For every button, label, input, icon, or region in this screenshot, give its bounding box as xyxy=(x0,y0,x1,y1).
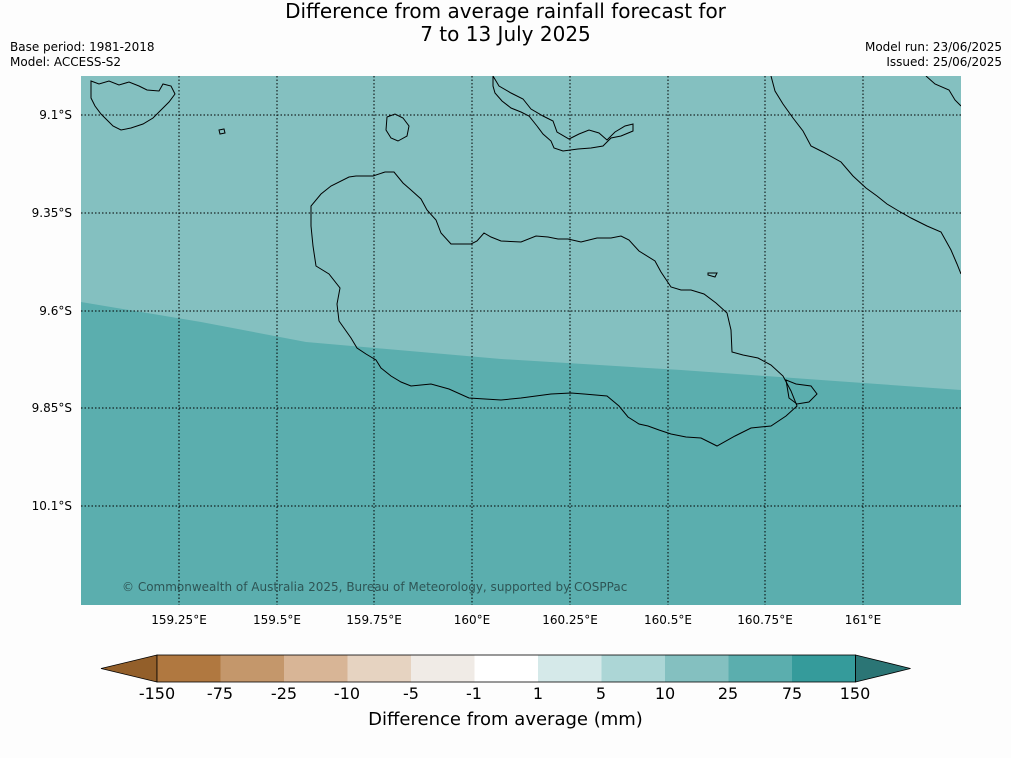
small-islet-east xyxy=(707,272,718,278)
colorbar-extend-low xyxy=(100,654,158,683)
lon-label: 159.25°E xyxy=(151,613,207,627)
lon-label: 160.75°E xyxy=(737,613,793,627)
colorbar-swatch xyxy=(220,655,284,682)
colorbar-tick: -25 xyxy=(270,684,298,703)
lat-label: 9.85°S xyxy=(31,401,72,415)
title-line-2: 7 to 13 July 2025 xyxy=(420,22,591,46)
colorbar-swatch xyxy=(728,655,792,682)
russell-islands xyxy=(90,80,176,131)
colorbar-tick: 1 xyxy=(532,684,544,703)
east-cape-islands xyxy=(785,379,818,405)
colorbar-swatch xyxy=(347,655,411,682)
colorbar-swatch xyxy=(792,655,856,682)
meta-left: Base period: 1981-2018 Model: ACCESS-S2 xyxy=(10,40,155,70)
map-title: Difference from average rainfall forecas… xyxy=(0,0,1011,46)
colorbar-swatch xyxy=(284,655,348,682)
malaita-coast xyxy=(770,76,961,275)
lon-label: 159.5°E xyxy=(253,613,301,627)
colorbar-swatch xyxy=(601,655,665,682)
colorbar-swatch xyxy=(538,655,602,682)
colorbar-tick: -75 xyxy=(206,684,234,703)
coastlines xyxy=(90,76,961,447)
florida-islands xyxy=(492,76,634,152)
meta-right: Model run: 23/06/2025 Issued: 25/06/2025 xyxy=(865,40,1002,70)
lat-label: 10.1°S xyxy=(31,499,72,513)
colorbar-tick: -1 xyxy=(466,684,482,703)
lat-label: 9.1°S xyxy=(39,108,72,122)
savo-island xyxy=(385,113,410,142)
lon-label: 160.5°E xyxy=(644,613,692,627)
colorbar-swatch xyxy=(665,655,729,682)
colorbar-tick: 10 xyxy=(654,684,676,703)
lat-label: 9.35°S xyxy=(31,206,72,220)
lon-label: 159.75°E xyxy=(346,613,402,627)
lat-label: 9.6°S xyxy=(39,304,72,318)
colorbar xyxy=(100,654,912,688)
lon-label: 160.25°E xyxy=(542,613,598,627)
lower-rainfall-region xyxy=(81,302,961,605)
colorbar-outline xyxy=(156,654,856,683)
copyright-notice: © Commonwealth of Australia 2025, Bureau… xyxy=(122,580,628,594)
title-line-1: Difference from average rainfall forecas… xyxy=(285,0,726,23)
colorbar-tick: -10 xyxy=(333,684,361,703)
colorbar-tick: -5 xyxy=(403,684,419,703)
small-islet-west xyxy=(218,128,226,135)
colorbar-label: Difference from average (mm) xyxy=(368,709,643,730)
colorbar-tick: 150 xyxy=(839,684,871,703)
colorbar-extend-high xyxy=(855,654,911,683)
lon-label: 160°E xyxy=(453,613,491,627)
colorbar-swatch xyxy=(474,655,538,682)
model-name: Model: ACCESS-S2 xyxy=(10,55,122,69)
map-panel[interactable] xyxy=(81,76,961,605)
rainfall-map[interactable] xyxy=(81,76,961,605)
model-run: Model run: 23/06/2025 xyxy=(864,40,1002,54)
base-period: Base period: 1981-2018 xyxy=(10,40,155,54)
lon-label: 161°E xyxy=(844,613,882,627)
malaita-north-coast xyxy=(925,76,961,107)
colorbar-tick: 75 xyxy=(781,684,803,703)
gridlines xyxy=(81,76,961,605)
colorbar-tick: 25 xyxy=(717,684,739,703)
colorbar-tick: -150 xyxy=(138,684,176,703)
colorbar-swatch xyxy=(157,655,221,682)
colorbar-swatch xyxy=(411,655,475,682)
issued-date: Issued: 25/06/2025 xyxy=(886,55,1002,69)
colorbar-tick: 5 xyxy=(595,684,607,703)
colorbar-swatches xyxy=(100,654,911,683)
guadalcanal-island xyxy=(310,171,798,447)
